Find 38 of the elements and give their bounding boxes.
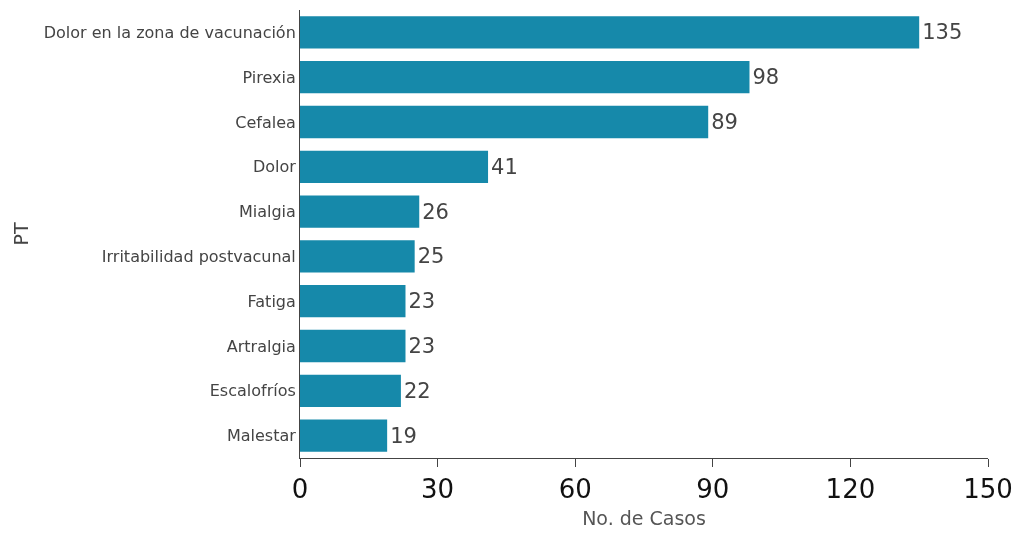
data-label: 19 xyxy=(390,423,417,448)
bar xyxy=(300,285,406,318)
data-label: 98 xyxy=(752,65,780,90)
y-axis-title: PT xyxy=(9,222,32,246)
bar xyxy=(300,16,920,49)
y-tick-label: Pirexia xyxy=(242,67,296,87)
bar xyxy=(300,374,401,407)
x-tick-label: 60 xyxy=(558,474,592,505)
x-tick-label: 30 xyxy=(421,474,455,505)
y-tick-label: Fatiga xyxy=(247,291,296,311)
data-label: 89 xyxy=(711,110,738,134)
data-label: 41 xyxy=(491,154,518,179)
x-axis-title: No. de Casos xyxy=(582,507,706,529)
y-tick-label: Escalofríos xyxy=(209,381,296,401)
bar xyxy=(300,105,709,139)
bar xyxy=(300,240,415,273)
bar xyxy=(300,419,388,452)
bar xyxy=(300,329,406,363)
x-tick-label: 0 xyxy=(291,474,309,505)
data-label: 25 xyxy=(417,244,445,269)
y-tick-label: Mialgia xyxy=(238,202,296,222)
data-label: 26 xyxy=(422,199,449,224)
data-label: 23 xyxy=(408,334,436,358)
bar xyxy=(300,150,489,183)
y-tick-label: Irritabilidad postvacunal xyxy=(101,247,296,266)
data-label: 135 xyxy=(922,20,963,45)
data-label: 22 xyxy=(403,378,431,403)
y-tick-label: Dolor en la zona de vacunación xyxy=(43,23,296,42)
data-label: 23 xyxy=(408,289,436,314)
x-tick-label: 150 xyxy=(963,474,1013,505)
y-tick-label: Dolor xyxy=(252,157,297,177)
y-tick-label: Malestar xyxy=(226,426,297,446)
y-tick-label: Cefalea xyxy=(235,112,296,132)
y-tick-label: Artralgia xyxy=(226,336,296,356)
x-tick-label: 90 xyxy=(696,474,730,505)
x-tick-label: 120 xyxy=(825,474,876,505)
bar xyxy=(300,195,420,228)
bar xyxy=(300,61,750,94)
